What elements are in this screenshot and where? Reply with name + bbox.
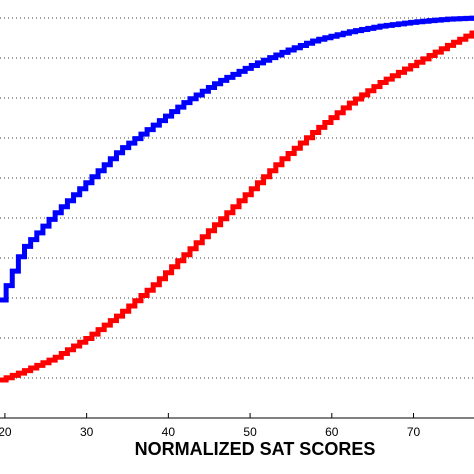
x-axis-label: NORMALIZED SAT SCORES — [135, 439, 376, 459]
series-lines — [0, 15, 474, 383]
x-tick-label: 60 — [325, 425, 339, 439]
series-line-1 — [0, 30, 474, 383]
x-tick-label: 40 — [162, 425, 176, 439]
x-tick-label: 70 — [407, 425, 421, 439]
x-tick-label: 30 — [80, 425, 94, 439]
x-tick-label: 20 — [0, 425, 12, 439]
x-ticks: 20 30 40 50 60 70 — [0, 413, 421, 439]
x-tick-label: 50 — [243, 425, 257, 439]
series-line-0 — [0, 15, 474, 303]
